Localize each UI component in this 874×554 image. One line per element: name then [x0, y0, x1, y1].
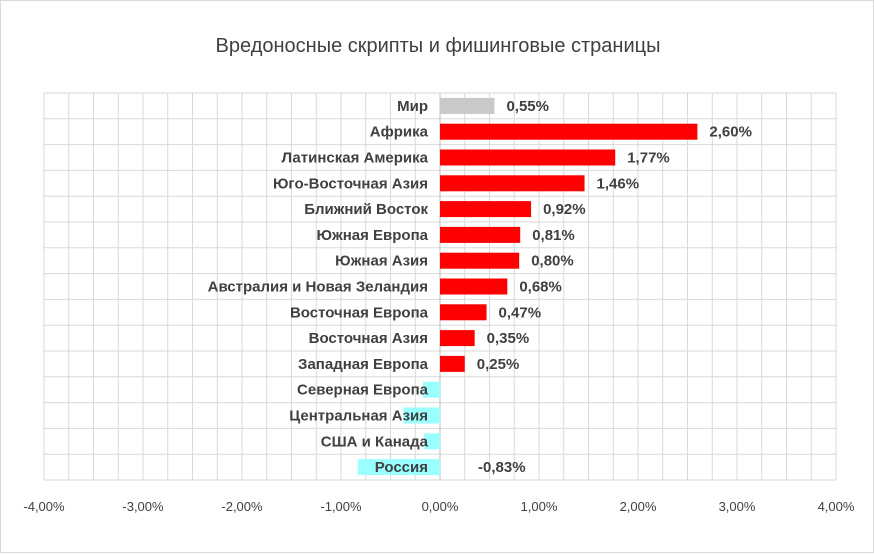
- category-label: Австралия и Новая Зеландия: [208, 279, 428, 296]
- data-label: 2,60%: [709, 124, 752, 141]
- x-tick-label: 0,00%: [422, 499, 459, 514]
- bars-layer: [357, 97, 698, 476]
- x-tick-label: -4,00%: [23, 499, 65, 514]
- bar: [440, 304, 487, 321]
- data-labels: 0,55% 2,60% 1,77% 1,46% 0,92% 0,81% 0,80% 0,68%…: [477, 98, 752, 476]
- bar: [440, 252, 520, 269]
- category-label: Россия: [375, 459, 428, 476]
- bar: [440, 355, 465, 372]
- category-label: Центральная Азия: [289, 408, 428, 425]
- bar: [440, 123, 698, 140]
- category-label: Западная Европа: [298, 356, 429, 373]
- category-label: Южная Европа: [316, 227, 428, 244]
- grid-layer: [43, 92, 837, 481]
- category-label: Африка: [370, 124, 429, 141]
- category-label: Ближний Восток: [304, 201, 428, 218]
- bar: [357, 459, 440, 476]
- data-label: 1,77%: [627, 150, 670, 167]
- data-label: 1,46%: [597, 175, 640, 192]
- chart-title: Вредоносные скрипты и фишинговые страниц…: [216, 35, 661, 57]
- category-label: Латинская Америка: [282, 150, 429, 167]
- x-tick-label: 3,00%: [719, 499, 756, 514]
- bar: [440, 175, 585, 192]
- x-tick-label: -1,00%: [320, 499, 362, 514]
- bar: [440, 226, 521, 243]
- category-label: Южная Азия: [335, 253, 428, 270]
- data-label: 0,55%: [506, 98, 549, 115]
- data-label: 0,80%: [531, 253, 574, 270]
- x-tick-label: -3,00%: [122, 499, 164, 514]
- bar: [440, 330, 475, 347]
- data-label: -0,83%: [478, 459, 526, 476]
- x-tick-label: -2,00%: [221, 499, 263, 514]
- data-label: 0,81%: [532, 227, 575, 244]
- category-label: Северная Европа: [297, 382, 429, 399]
- x-tick-label: 4,00%: [818, 499, 855, 514]
- x-tick-label: 2,00%: [620, 499, 657, 514]
- category-label: Восточная Европа: [290, 304, 429, 321]
- data-label: 0,92%: [543, 201, 586, 218]
- category-label: США и Канада: [321, 433, 429, 450]
- data-label: 0,25%: [477, 356, 520, 373]
- data-label: 0,68%: [519, 279, 562, 296]
- x-tick-label: 1,00%: [521, 499, 558, 514]
- bar: [440, 97, 495, 114]
- bar: [423, 381, 440, 398]
- bar: [440, 149, 616, 166]
- category-label: Юго-Восточная Азия: [273, 175, 428, 192]
- category-label: Восточная Азия: [309, 330, 428, 347]
- bar: [403, 407, 440, 424]
- category-label: Мир: [397, 98, 428, 115]
- data-label: 0,35%: [487, 330, 530, 347]
- data-label: 0,47%: [499, 304, 542, 321]
- x-axis-ticks: -4,00% -3,00% -2,00% -1,00% 0,00% 1,00% 2,00% 3…: [23, 499, 854, 514]
- bar: [440, 278, 508, 295]
- bar: [424, 433, 440, 450]
- category-labels: Мир Африка Латинская Америка Юго-Восточная …: [208, 98, 429, 476]
- bar: [440, 201, 532, 218]
